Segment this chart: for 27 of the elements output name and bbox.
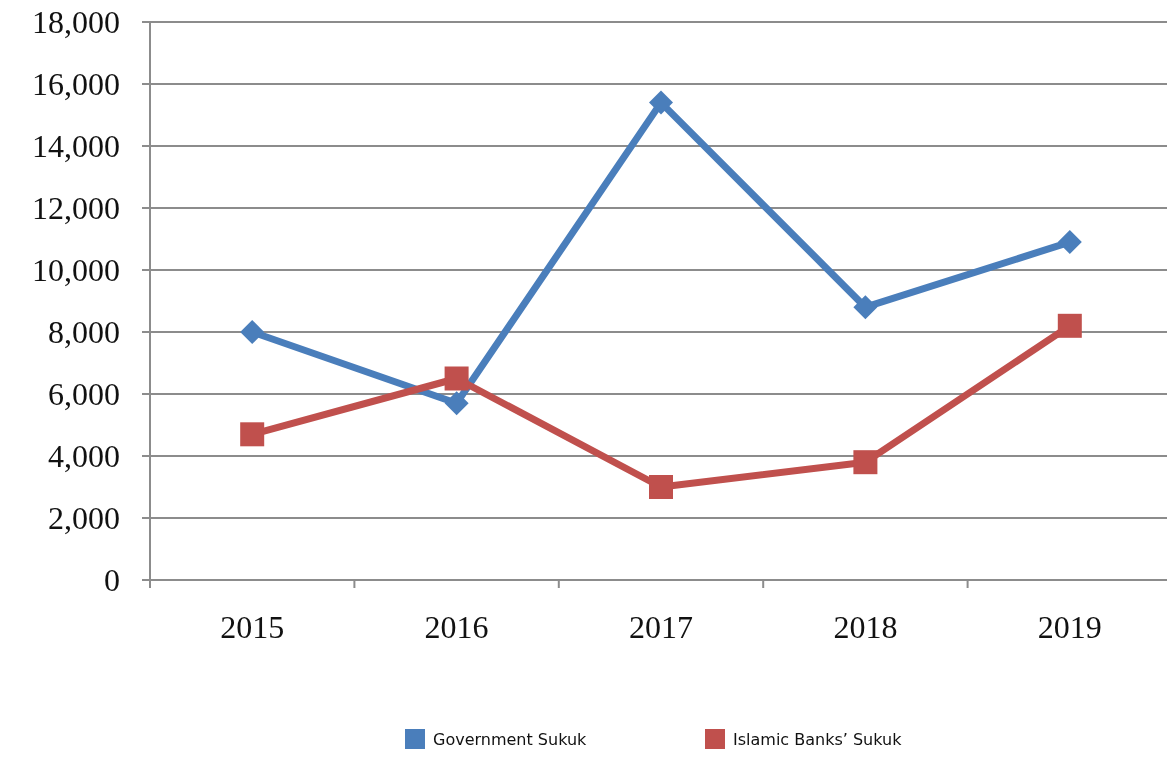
point: [240, 422, 265, 447]
legend-label: Government Sukuk: [433, 730, 588, 749]
point: [444, 391, 469, 416]
x-tick-label: 2017: [629, 609, 693, 645]
legend-label: Islamic Banks’ Sukuk: [733, 730, 903, 749]
y-tick-label: 18,000: [32, 4, 120, 41]
x-tick-label: 2018: [833, 609, 898, 645]
point: [444, 366, 469, 391]
point: [1057, 313, 1082, 338]
y-tick-label: 0: [104, 562, 120, 599]
point: [649, 475, 673, 499]
y-tick-label: 6,000: [48, 376, 120, 413]
y-tick-label: 16,000: [32, 66, 120, 103]
point: [853, 450, 878, 475]
point: [1057, 230, 1082, 255]
y-tick-label: 2,000: [48, 500, 120, 537]
y-tick-label: 14,000: [32, 128, 120, 165]
x-tick-label: 2019: [1037, 609, 1102, 645]
x-tick-label: 2016: [424, 609, 489, 645]
y-tick-label: 12,000: [32, 190, 120, 227]
point: [853, 295, 878, 320]
x-tick-label: 2015: [220, 609, 285, 645]
point: [649, 90, 673, 115]
y-tick-label: 4,000: [48, 438, 120, 475]
point: [240, 320, 265, 344]
y-tick-label: 8,000: [48, 314, 120, 351]
y-tick-label: 10,000: [32, 252, 120, 289]
